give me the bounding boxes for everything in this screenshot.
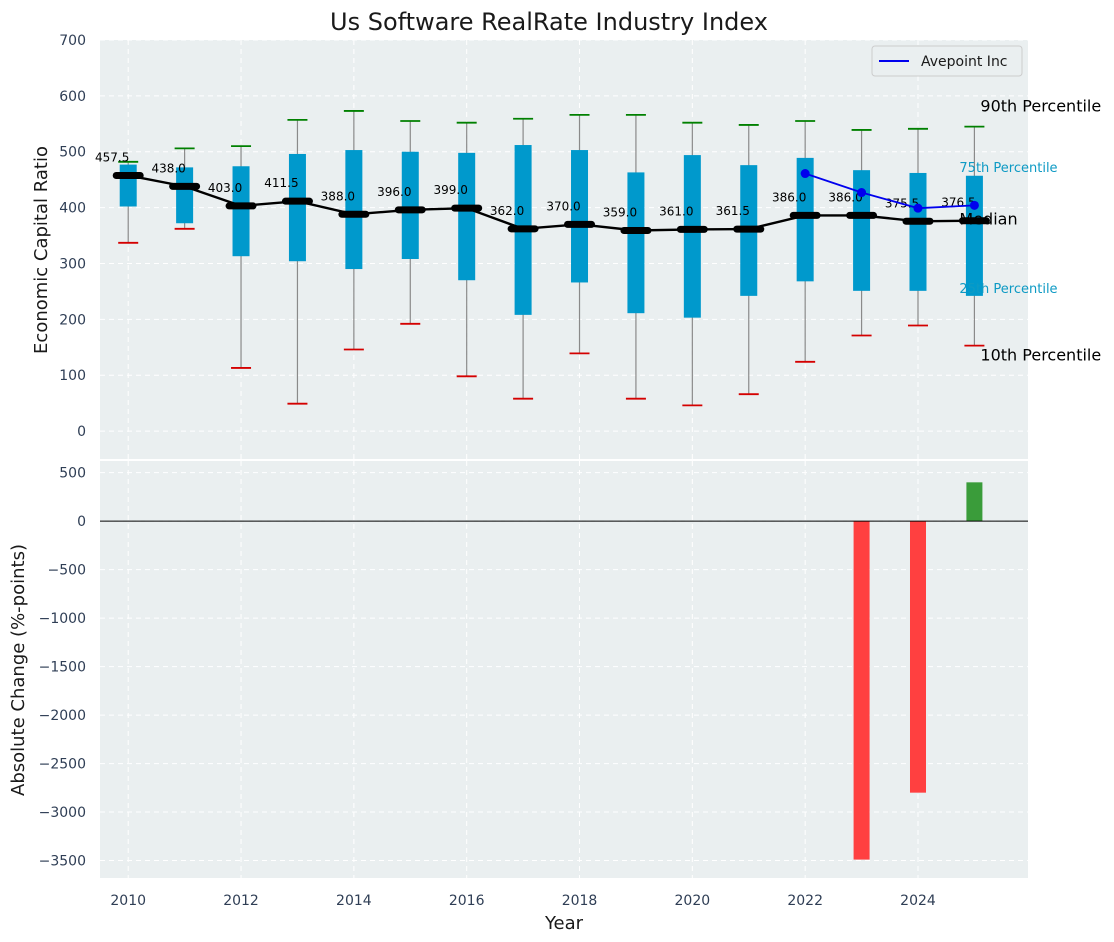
median-value-label: 438.0 [151, 161, 185, 175]
legend-box [871, 45, 1023, 77]
box-iqr [176, 167, 194, 224]
median-value-label: 403.0 [208, 181, 242, 195]
x-tick-label: 2012 [223, 893, 259, 909]
top-y-tick-labels: 0 100 200 300 400 500 600 700 [59, 33, 86, 440]
top-y-tick-label: 700 [59, 33, 86, 49]
x-tick-labels: 2010 2012 2014 2016 2018 2020 2022 2024 [110, 893, 936, 909]
box-iqr [345, 150, 363, 270]
median-value-label: 386.0 [772, 190, 806, 204]
top-y-tick-label: 500 [59, 145, 86, 161]
box-iqr [119, 164, 137, 207]
x-tick-label: 2016 [449, 893, 485, 909]
box-iqr [965, 175, 983, 296]
top-plot-background [100, 40, 1028, 459]
median-value-label: 396.0 [377, 185, 411, 199]
bottom-y-tick-label: −1500 [39, 660, 86, 676]
bottom-y-axis-label: Absolute Change (%-points) [8, 544, 29, 796]
change-bar [966, 482, 983, 522]
box-iqr [909, 172, 927, 291]
bottom-y-tick-label: −1000 [39, 611, 86, 627]
top-y-axis-label: Economic Capital Ratio [31, 146, 52, 354]
bottom-y-tick-label: −3500 [39, 854, 86, 870]
legend-label-avepoint: Avepoint Inc [921, 54, 1008, 70]
top-y-tick-label: 600 [59, 89, 86, 105]
top-y-tick-label: 200 [59, 312, 86, 328]
bottom-y-tick-label: −500 [48, 563, 86, 579]
median-value-label: 361.5 [716, 204, 750, 218]
change-bars [853, 482, 983, 860]
median-value-label: 359.0 [603, 206, 637, 220]
median-value-label: 399.0 [434, 183, 468, 197]
annotation-median: Median [959, 210, 1017, 229]
bottom-y-tick-label: 0 [77, 514, 86, 530]
median-value-label: 370.0 [546, 199, 580, 213]
median-value-label: 411.5 [264, 176, 298, 190]
box-iqr [401, 151, 419, 259]
annotation-p75: 75th Percentile [959, 161, 1057, 176]
company-point [969, 200, 979, 210]
x-tick-label: 2014 [336, 893, 372, 909]
top-y-tick-label: 100 [59, 368, 86, 384]
box-iqr [853, 170, 871, 291]
chart-title: Us Software RealRate Industry Index [330, 8, 768, 36]
box-iqr [683, 155, 701, 318]
change-bar [909, 521, 926, 793]
top-y-tick-label: 0 [77, 424, 86, 440]
bottom-y-tick-label: −2500 [39, 757, 86, 773]
bottom-y-tick-label: 500 [59, 466, 86, 482]
bottom-panel: 500 0 −500 −1000 −1500 −2000 −2500 −3000 −3500 2… [8, 461, 1028, 934]
x-axis-label: Year [544, 913, 584, 934]
median-value-label: 457.5 [95, 150, 129, 164]
median-value-label: 388.0 [321, 189, 355, 203]
median-polyline [127, 174, 975, 232]
bottom-y-tick-label: −3000 [39, 805, 86, 821]
median-value-label: 361.0 [659, 204, 693, 218]
x-tick-label: 2018 [562, 893, 598, 909]
top-y-tick-label: 400 [59, 201, 86, 217]
top-panel: 0 100 200 300 400 500 600 700 457.5 438.0 403.0 41… [31, 33, 1101, 459]
bottom-y-tick-label: −2000 [39, 708, 86, 724]
company-point [857, 188, 867, 198]
annotation-p25: 25th Percentile [959, 282, 1057, 297]
median-line [127, 174, 975, 232]
box-iqr [458, 152, 476, 281]
box-iqr [571, 150, 589, 283]
bottom-plot-background [100, 461, 1028, 878]
box-iqr [232, 166, 250, 257]
x-tick-label: 2020 [675, 893, 711, 909]
company-series [800, 169, 979, 213]
change-bar [853, 521, 870, 860]
bottom-y-tick-labels: 500 0 −500 −1000 −1500 −2000 −2500 −3000 −3500 [39, 466, 86, 870]
median-value-label: 362.0 [490, 204, 524, 218]
x-tick-label: 2024 [900, 893, 936, 909]
company-point [800, 169, 810, 179]
x-tick-label: 2022 [787, 893, 823, 909]
box-iqr [796, 157, 814, 282]
legend: Avepoint Inc [871, 45, 1023, 77]
box-iqr [627, 172, 645, 314]
top-y-tick-label: 300 [59, 256, 86, 272]
company-point [913, 203, 923, 213]
x-tick-label: 2010 [110, 893, 146, 909]
annotation-p10: 10th Percentile [980, 346, 1101, 365]
box-iqr [288, 153, 306, 262]
median-value-label: 386.0 [828, 190, 862, 204]
company-line [804, 172, 975, 210]
annotation-p90: 90th Percentile [980, 97, 1101, 116]
percentile-annotations: 90th Percentile 75th Percentile Median 25th… [959, 97, 1101, 365]
